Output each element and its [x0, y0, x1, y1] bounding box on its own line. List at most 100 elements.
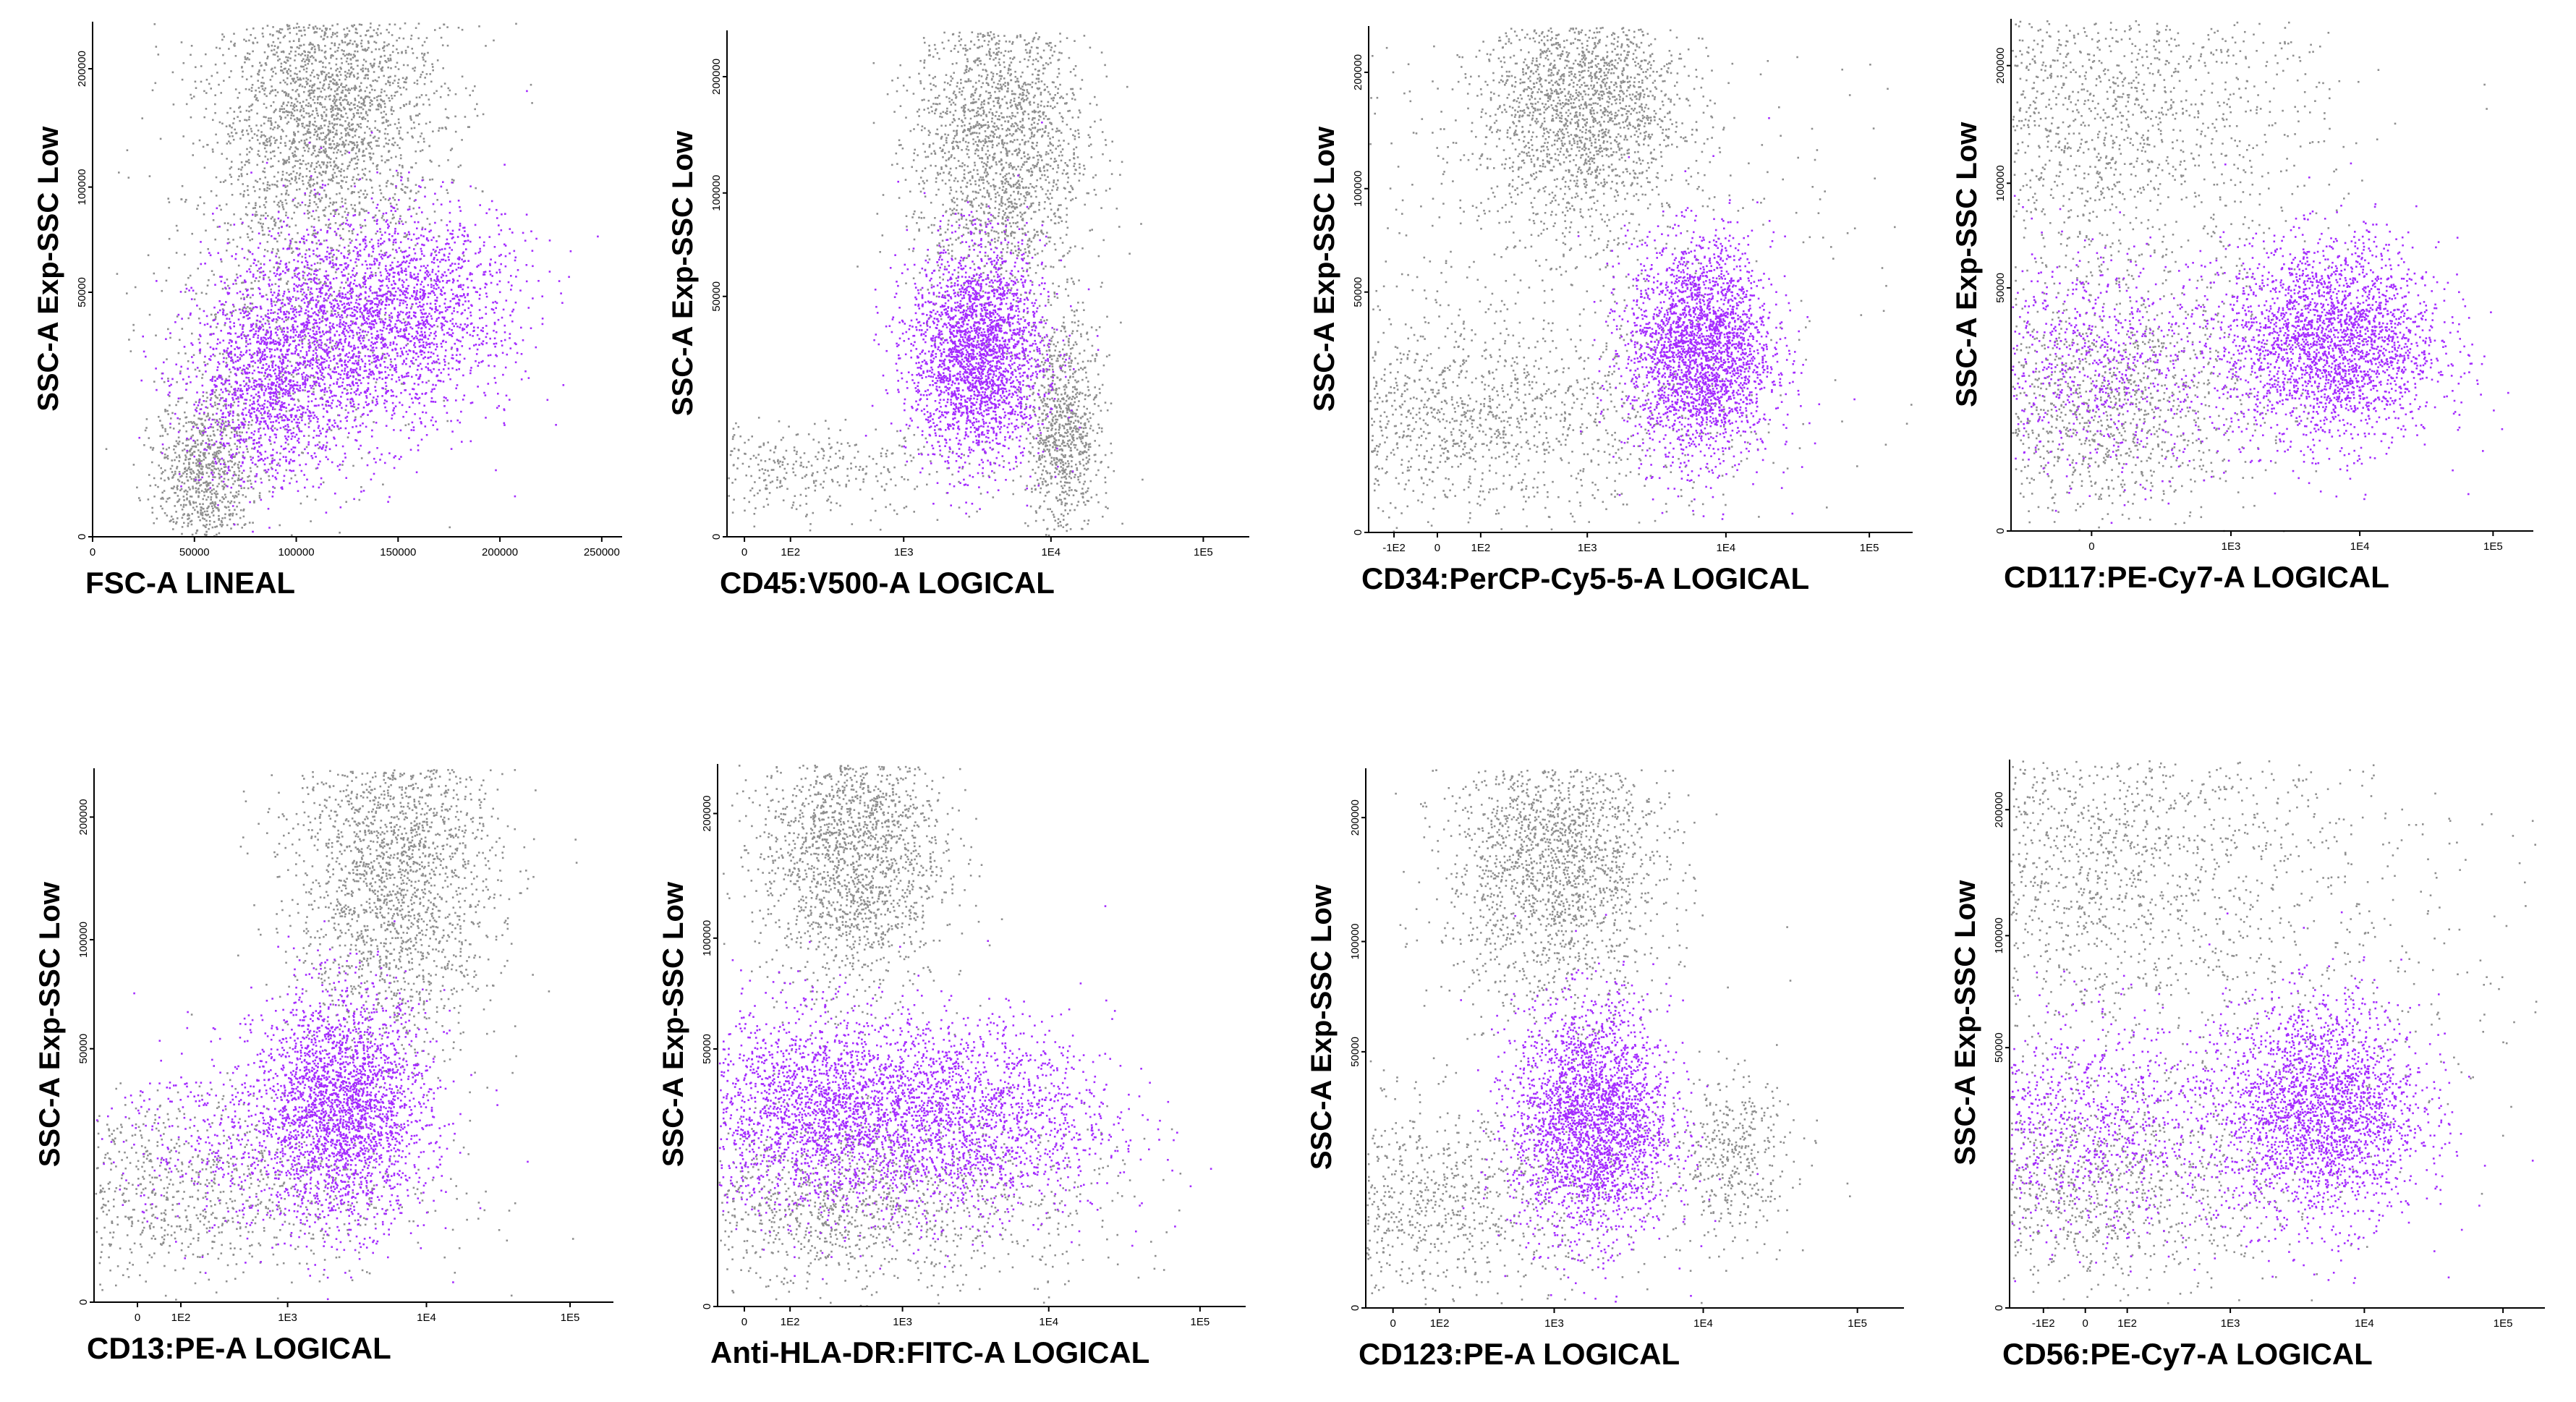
- gray-population: [2012, 20, 2488, 532]
- x-tick-label: 1E5: [2494, 1317, 2513, 1330]
- y-tick-label: 0: [1349, 1305, 1361, 1311]
- x-axis-label: CD45:V500-A LOGICAL: [720, 566, 1055, 600]
- x-tick-label: 1E5: [2483, 540, 2503, 553]
- y-tick-label: 50000: [76, 277, 88, 307]
- x-tick-label: 200000: [482, 546, 518, 558]
- events-panel-7: [1366, 769, 1851, 1306]
- events-panel-8: [2010, 760, 2538, 1309]
- x-tick-label: 1E3: [1578, 542, 1597, 554]
- x-tick-label: 0: [90, 546, 95, 558]
- x-tick-label: 1E3: [2222, 540, 2241, 553]
- purple-population: [138, 90, 599, 533]
- x-tick-label: 1E4: [1041, 546, 1060, 558]
- y-axis-label: SSC-A Exp-SSC Low: [1950, 880, 1981, 1165]
- y-axis-label: SSC-A Exp-SSC Low: [33, 126, 64, 412]
- x-tick-label: -1E2: [2032, 1317, 2055, 1330]
- y-tick-label: 50000: [1994, 273, 2007, 303]
- y-tick-label: 200000: [701, 796, 713, 832]
- x-tick-label: 1E4: [2350, 540, 2370, 553]
- x-axis-label: Anti-HLA-DR:FITC-A LOGICAL: [710, 1335, 1149, 1369]
- x-tick-label: 100000: [279, 546, 315, 558]
- y-tick-label: 200000: [710, 59, 723, 95]
- scatter-panel-4: 0 1E3 1E4 1E5 0 50000 100000 200000 CD117:PE-Cy7…: [1951, 19, 2533, 594]
- y-tick-label: 100000: [1993, 917, 2005, 953]
- events-panel-1: [105, 22, 599, 538]
- y-tick-label: 100000: [710, 175, 723, 211]
- y-tick-label: 50000: [77, 1034, 90, 1064]
- x-tick-label: 0: [1434, 542, 1440, 554]
- purple-population: [1577, 117, 1856, 520]
- y-tick-label: 0: [710, 534, 723, 540]
- x-tick-label: 1E3: [894, 546, 914, 558]
- x-tick-label: 0: [1390, 1317, 1396, 1330]
- scatter-panel-5: 0 1E2 1E3 1E4 1E5 0 50000 100000 200000 CD13:PE-A…: [34, 768, 613, 1365]
- purple-population: [718, 905, 1212, 1280]
- x-tick-label: 1E4: [1717, 542, 1736, 554]
- y-tick-label: 100000: [1349, 923, 1361, 959]
- events-panel-2: [728, 31, 1144, 537]
- y-axis-label: SSC-A Exp-SSC Low: [658, 881, 689, 1167]
- x-tick-label: -1E2: [1382, 542, 1406, 554]
- y-tick-label: 50000: [1349, 1037, 1361, 1067]
- scatter-panel-1: 0 50000 100000 150000 200000 250000 0 50000 1000…: [33, 22, 622, 600]
- gray-population: [95, 769, 578, 1301]
- y-tick-label: 0: [701, 1304, 713, 1309]
- x-tick-label: 1E5: [1194, 546, 1213, 558]
- y-axis-label: SSC-A Exp-SSC Low: [34, 881, 66, 1167]
- y-tick-label: 100000: [701, 920, 713, 956]
- gray-population: [105, 22, 533, 538]
- y-tick-label: 0: [1993, 1305, 2005, 1311]
- x-tick-label: 0: [135, 1312, 140, 1324]
- gray-population: [1369, 27, 1913, 532]
- events-panel-3: [1369, 27, 1913, 532]
- y-tick-label: 200000: [1994, 48, 2007, 84]
- x-tick-label: 1E4: [2355, 1317, 2374, 1330]
- y-tick-label: 100000: [1994, 165, 2007, 201]
- y-tick-label: 50000: [1993, 1032, 2005, 1063]
- gray-population: [718, 765, 1182, 1307]
- x-tick-label: 0: [741, 546, 747, 558]
- y-tick-label: 50000: [710, 281, 723, 312]
- x-tick-label: 1E2: [781, 546, 800, 558]
- y-tick-label: 50000: [1352, 277, 1364, 307]
- x-tick-label: 1E2: [1430, 1317, 1450, 1330]
- scatter-panel-6: 0 1E2 1E3 1E4 1E5 0 50000 100000 200000 Anti-HLA-…: [658, 764, 1246, 1369]
- purple-population: [96, 920, 529, 1301]
- y-tick-label: 200000: [77, 799, 90, 835]
- x-tick-label: 1E5: [1860, 542, 1879, 554]
- gray-population: [728, 31, 1144, 537]
- purple-population: [2010, 911, 2534, 1284]
- scatter-panel-8: -1E2 0 1E2 1E3 1E4 1E5 0 50000 100000 200000 CD56:…: [1950, 760, 2545, 1371]
- purple-population: [864, 122, 1100, 515]
- x-axis-label: FSC-A LINEAL: [85, 566, 295, 600]
- y-tick-label: 200000: [1993, 791, 2005, 828]
- x-axis-label: CD123:PE-A LOGICAL: [1359, 1337, 1680, 1371]
- scatter-panel-2: 0 1E2 1E3 1E4 1E5 0 50000 100000 200000 CD45:V500…: [667, 30, 1249, 600]
- x-tick-label: 0: [741, 1316, 747, 1328]
- x-tick-label: 1E2: [171, 1312, 191, 1324]
- x-tick-label: 1E4: [1039, 1316, 1058, 1328]
- y-tick-label: 200000: [1352, 54, 1364, 90]
- y-tick-label: 50000: [701, 1034, 713, 1064]
- x-tick-label: 1E5: [1190, 1316, 1210, 1328]
- x-tick-label: 150000: [380, 546, 416, 558]
- y-tick-label: 0: [76, 534, 88, 540]
- x-tick-label: 250000: [584, 546, 620, 558]
- x-tick-label: 1E3: [1544, 1317, 1564, 1330]
- y-tick-label: 0: [1994, 528, 2007, 534]
- x-tick-label: 1E3: [893, 1316, 912, 1328]
- x-axis-label: CD34:PerCP-Cy5-5-A LOGICAL: [1361, 561, 1809, 595]
- y-axis-label: SSC-A Exp-SSC Low: [1306, 884, 1338, 1170]
- x-axis-label: CD56:PE-Cy7-A LOGICAL: [2002, 1337, 2373, 1371]
- x-tick-label: 1E5: [561, 1312, 580, 1324]
- gray-population: [2010, 760, 2538, 1309]
- y-axis-label: SSC-A Exp-SSC Low: [1309, 126, 1340, 412]
- scatter-panel-7: 0 1E2 1E3 1E4 1E5 0 50000 100000 200000 CD123:PE-…: [1306, 768, 1904, 1371]
- x-tick-label: 1E5: [1848, 1317, 1867, 1330]
- events-panel-5: [95, 769, 578, 1301]
- x-tick-label: 0: [2088, 540, 2094, 553]
- scatter-panel-3: -1E2 0 1E2 1E3 1E4 1E5 0 50000 100000 200000 CD34:…: [1309, 26, 1913, 595]
- y-tick-label: 100000: [77, 922, 90, 958]
- y-tick-label: 100000: [1352, 171, 1364, 207]
